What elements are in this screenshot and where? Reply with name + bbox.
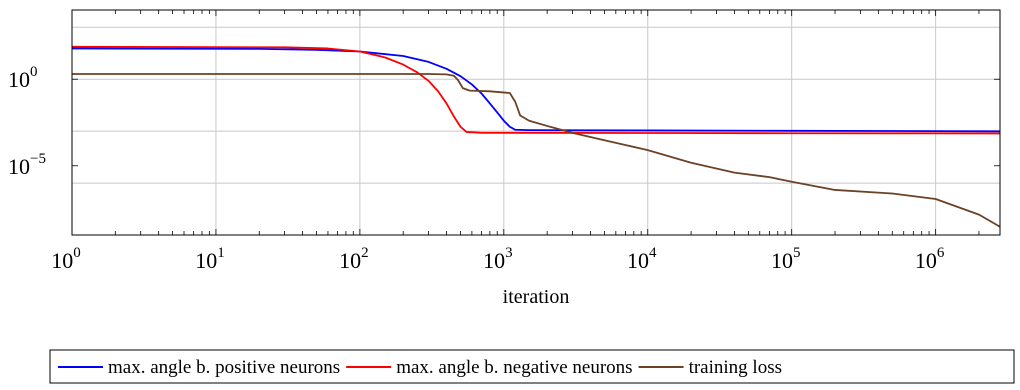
x-tick-label-exponent: 4 xyxy=(649,245,657,261)
series-line-3 xyxy=(72,73,1001,228)
y-tick-label-exponent: −5 xyxy=(30,151,46,167)
x-tick-label: 102 xyxy=(339,245,369,273)
series-line-2 xyxy=(71,45,1001,135)
x-tick-label: 103 xyxy=(483,245,513,273)
legend-label-2: max. angle b. negative neurons xyxy=(396,357,632,378)
legend: max. angle b. positive neurons max. angle… xyxy=(49,349,1015,384)
legend-box xyxy=(49,349,1015,384)
x-tick-label-exponent: 5 xyxy=(793,245,801,261)
x-tick-labels: 100 101 102 103 104 105 106 xyxy=(51,245,945,273)
x-tick-label: 101 xyxy=(195,245,225,273)
x-tick-label-exponent: 2 xyxy=(361,245,369,261)
y-tick-labels: 100 10−5 xyxy=(8,64,46,179)
x-tick-label-exponent: 1 xyxy=(217,245,225,261)
x-tick-label-exponent: 6 xyxy=(937,245,945,261)
plot-frame xyxy=(71,9,1001,236)
x-tick-label: 105 xyxy=(771,245,801,273)
x-tick-label: 104 xyxy=(627,245,657,273)
series-line-1 xyxy=(71,47,1001,133)
legend-label-3: training loss xyxy=(689,357,782,378)
y-tick-label: 10−5 xyxy=(8,151,46,179)
y-tick-label: 100 xyxy=(8,64,38,92)
x-tick-label-exponent: 3 xyxy=(505,245,513,261)
legend-label-1: max. angle b. positive neurons xyxy=(108,357,340,378)
y-tick-label-exponent: 0 xyxy=(30,64,38,80)
x-tick-label-exponent: 0 xyxy=(73,245,81,261)
x-tick-label: 100 xyxy=(51,245,81,273)
x-axis-label: iteration xyxy=(503,286,570,308)
x-tick-label: 106 xyxy=(915,245,945,273)
series-lines xyxy=(71,45,1001,228)
